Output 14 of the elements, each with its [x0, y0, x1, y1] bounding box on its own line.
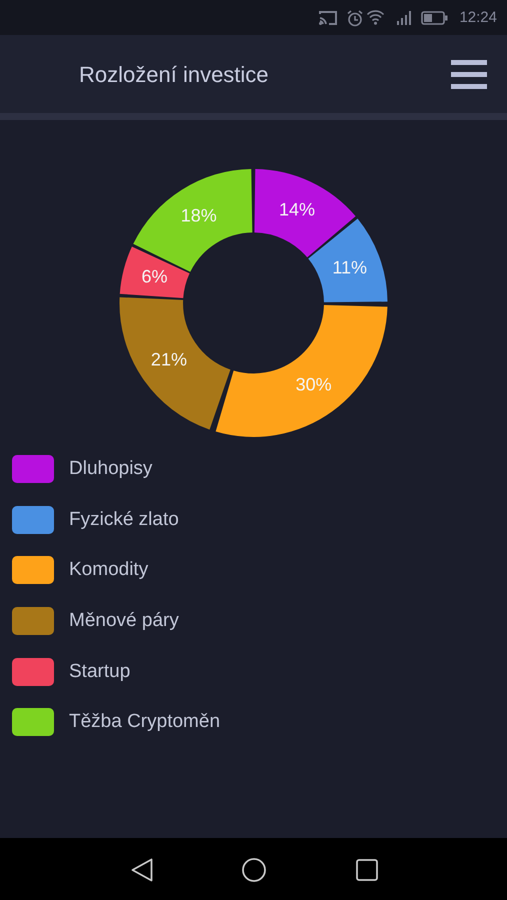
legend-label: Těžba Cryptoměn	[69, 711, 220, 734]
legend-label: Měnové páry	[69, 610, 179, 632]
legend-label: Startup	[69, 660, 130, 683]
data-label: 21%	[150, 349, 187, 370]
chart-title: Rozložení investice	[79, 62, 269, 88]
legend-label: Komodity	[69, 559, 148, 582]
legend-label: Fyzické zlato	[69, 508, 179, 531]
data-label: 18%	[180, 206, 217, 226]
data-label: 14%	[279, 199, 316, 220]
data-label: 6%	[141, 266, 168, 287]
text: 12:24	[459, 9, 497, 27]
data-label: 11%	[332, 257, 368, 278]
data-label: 30%	[296, 374, 332, 395]
legend-label: Dluhopisy	[69, 458, 152, 480]
